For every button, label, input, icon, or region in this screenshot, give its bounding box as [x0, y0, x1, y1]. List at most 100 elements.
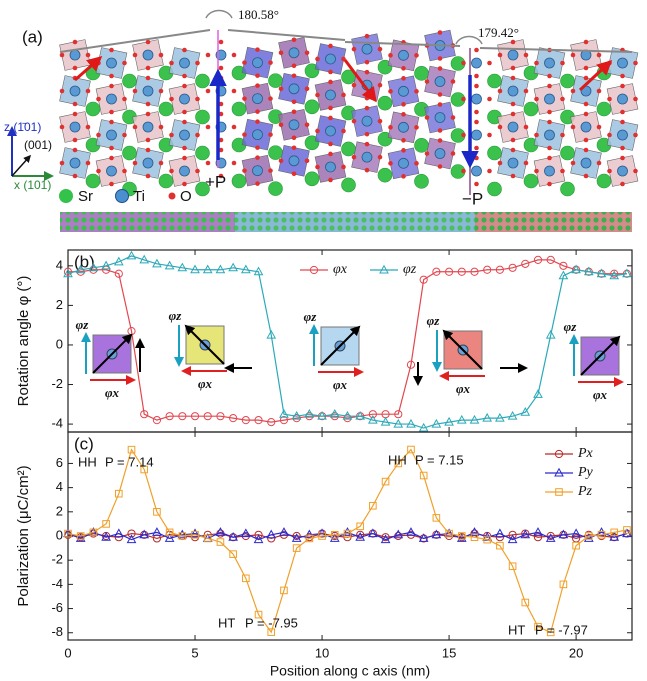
marker — [126, 250, 137, 260]
o-atom — [182, 73, 187, 79]
inset-label: φz — [76, 317, 90, 332]
ti-atom — [142, 157, 154, 169]
o-atom — [560, 132, 565, 138]
marker — [152, 527, 162, 536]
marker — [482, 412, 493, 422]
inset-label: φx — [105, 385, 120, 400]
o-atom — [487, 168, 492, 174]
x-tick-label: 10 — [315, 645, 329, 660]
marker — [102, 520, 110, 528]
inset-label: φx — [333, 377, 348, 392]
sr-atom — [487, 181, 502, 197]
o-atom — [401, 66, 406, 71]
marker — [554, 449, 564, 459]
marker — [177, 529, 188, 539]
o-atom — [474, 47, 479, 53]
marker — [533, 389, 543, 398]
o-atom — [255, 47, 260, 52]
o-atom — [255, 109, 260, 114]
marker — [381, 533, 390, 542]
sr-atom — [341, 141, 356, 157]
angle-label: 180.58° — [238, 7, 279, 22]
o-atom — [461, 132, 466, 138]
o-atom — [169, 96, 174, 102]
inset-label: φx — [593, 387, 608, 402]
o-atom — [328, 141, 333, 147]
marker — [546, 531, 555, 541]
rotation-arrow — [578, 59, 613, 92]
o-atom — [547, 109, 552, 115]
o-atom — [487, 132, 492, 138]
angle-label: 179.42° — [478, 25, 519, 40]
marker — [203, 412, 212, 421]
o-atom — [351, 118, 357, 124]
ti-atom — [398, 85, 409, 97]
ti-atom — [179, 165, 190, 177]
o-atom — [231, 160, 237, 166]
ti-atom — [398, 157, 409, 169]
x-axis-label: Position along c axis (nm) — [270, 663, 430, 679]
o-atom — [560, 168, 565, 174]
y-tick-label: 2 — [56, 297, 63, 312]
o-atom — [534, 168, 539, 174]
sr-atom — [195, 73, 210, 89]
annotation-value: P = 7.15 — [415, 452, 464, 467]
o-atom — [401, 138, 406, 143]
marker — [609, 531, 620, 541]
o-atom — [72, 111, 78, 117]
o-atom — [474, 155, 479, 161]
sr-atom — [560, 145, 575, 161]
marker — [368, 528, 378, 538]
o-atom — [583, 137, 589, 143]
ti-atom — [544, 93, 555, 105]
sr-atom — [560, 181, 575, 197]
ti-atom — [617, 165, 628, 177]
o-atom — [341, 128, 346, 134]
ti-atom — [434, 112, 446, 123]
sr-atom — [377, 95, 393, 111]
o-atom — [328, 177, 333, 183]
o-atom — [497, 88, 503, 94]
o-atom — [132, 88, 138, 94]
y-tick-label: -4 — [51, 416, 63, 431]
o-atom — [510, 173, 516, 179]
marker — [254, 416, 263, 425]
o-atom — [620, 119, 625, 125]
ti-atom — [179, 57, 190, 69]
o-atom — [278, 86, 284, 92]
ti-atom — [507, 49, 519, 61]
o-atom — [523, 124, 529, 130]
x-tick-label: 0 — [64, 645, 71, 660]
o-atom — [291, 109, 297, 115]
marker — [419, 275, 428, 284]
o-atom — [145, 65, 151, 71]
o-atom — [195, 96, 200, 102]
polarization-label: +P — [205, 172, 226, 191]
o-atom — [364, 105, 370, 111]
marker — [139, 254, 150, 264]
marker — [356, 530, 365, 539]
o-atom — [510, 65, 516, 71]
marker — [76, 532, 85, 540]
o-atom — [304, 86, 310, 92]
marker — [309, 265, 319, 275]
marker — [368, 410, 377, 419]
o-atom — [195, 132, 200, 138]
ti-atom — [288, 119, 300, 131]
o-atom — [377, 118, 383, 124]
o-atom — [607, 168, 612, 174]
ti-atom — [471, 57, 482, 69]
y-tick-label: 2 — [56, 503, 63, 518]
ti-atom — [325, 53, 336, 65]
legend-label: Sr — [78, 188, 93, 205]
sr-atom — [85, 173, 101, 189]
o-atom — [328, 43, 333, 49]
o-atom — [291, 63, 297, 69]
o-atom — [182, 145, 187, 151]
o-atom — [122, 168, 127, 174]
marker — [64, 529, 72, 538]
marker — [266, 329, 277, 339]
inset-label: φx — [456, 381, 471, 396]
inset-arrow — [320, 325, 361, 366]
legend-label: Ti — [133, 188, 145, 205]
